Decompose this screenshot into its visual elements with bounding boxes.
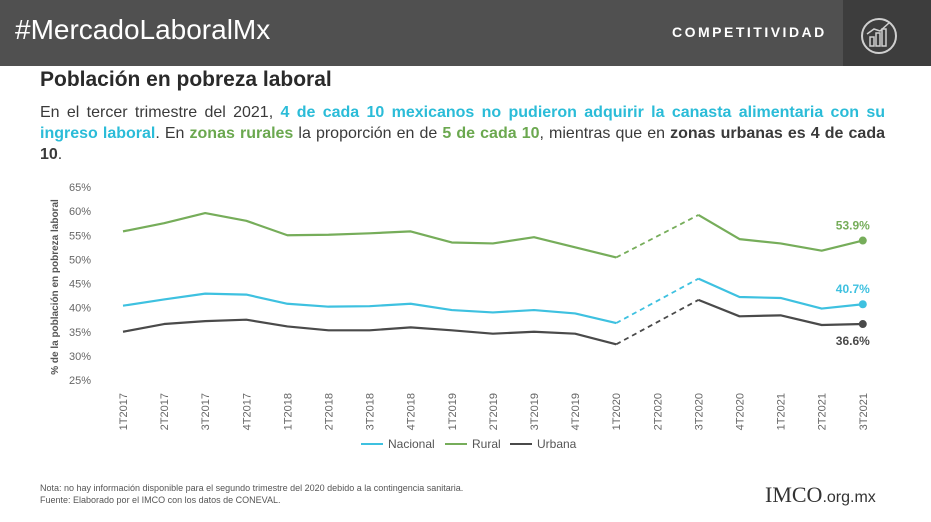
x-tick-label: 2T2020 — [652, 393, 664, 430]
x-tick-label: 1T2020 — [611, 393, 623, 430]
legend-label: Rural — [472, 437, 501, 451]
legend-label: Nacional — [388, 437, 435, 451]
y-tick-label: 60% — [69, 206, 91, 218]
x-tick-label: 2T2021 — [817, 393, 829, 430]
brand-domain: .org.mx — [822, 489, 876, 506]
x-tick-label: 3T2018 — [365, 393, 377, 430]
legend-item-rural: Rural — [445, 437, 501, 451]
y-tick-label: 65% — [69, 182, 91, 194]
line-chart: % de la población en pobreza laboral 25%… — [50, 182, 870, 430]
x-tick-label: 1T2019 — [447, 393, 459, 430]
x-tick-label: 2T2017 — [159, 393, 171, 430]
series-line-urbana — [122, 318, 617, 346]
growth-chart-icon — [861, 18, 897, 54]
chart-legend: Nacional Rural Urbana — [0, 437, 931, 457]
footnotes: Nota: no hay información disponible para… — [40, 482, 463, 506]
series-line-nacional — [122, 292, 617, 325]
x-tick-label: 4T2018 — [406, 393, 418, 430]
hashtag-title: #MercadoLaboralMx — [15, 14, 271, 45]
intro-highlight-national: 4 de cada 10 mexicanos no pudieron adqui… — [40, 104, 885, 142]
x-tick-label: 3T2019 — [529, 393, 541, 430]
series-endpoint-urbana — [858, 320, 867, 329]
brand-name: IMCO — [765, 482, 823, 507]
x-tick-label: 4T2019 — [570, 393, 582, 430]
y-tick-label: 35% — [69, 327, 91, 339]
note-line: Nota: no hay información disponible para… — [40, 483, 464, 493]
y-axis-label: % de la población en pobreza laboral — [50, 199, 61, 375]
intro-text: En el tercer trimestre del 2021, — [40, 104, 281, 121]
y-tick-label: 50% — [69, 254, 91, 266]
x-tick-label: 2T2018 — [324, 393, 336, 430]
legend-swatch — [445, 443, 467, 445]
source-line: Fuente: Elaborado por el IMCO con los da… — [40, 495, 281, 505]
intro-text: . — [57, 146, 63, 163]
header-bar: #MercadoLaboralMx COMPETITIVIDAD — [0, 0, 931, 66]
series-endpoint-rural — [858, 236, 867, 245]
legend-item-urbana: Urbana — [510, 437, 576, 451]
intro-paragraph: En el tercer trimestre del 2021, 4 de ca… — [40, 102, 885, 165]
series-line-nacional — [697, 277, 863, 310]
y-tick-label: 25% — [69, 375, 91, 387]
legend-swatch — [510, 443, 532, 445]
y-tick-label: 55% — [69, 230, 91, 242]
intro-highlight-rural: zonas rurales — [189, 125, 294, 142]
y-tick-label: 45% — [69, 279, 91, 291]
section-logo — [843, 0, 931, 66]
x-tick-label: 1T2021 — [776, 393, 788, 430]
x-tick-label: 3T2021 — [858, 393, 870, 430]
series-line-urbana — [697, 298, 863, 327]
x-tick-label: 3T2017 — [200, 393, 212, 430]
series-line-rural — [122, 211, 617, 259]
brand-logo: IMCO.org.mx — [765, 482, 876, 508]
x-tick-label: 1T2017 — [118, 393, 130, 430]
x-tick-label: 3T2020 — [693, 393, 705, 430]
legend-swatch — [361, 443, 383, 445]
x-tick-label: 1T2018 — [282, 393, 294, 430]
intro-text: , mientras que en — [539, 125, 671, 142]
legend-label: Urbana — [537, 437, 577, 451]
section-label: COMPETITIVIDAD — [672, 24, 827, 40]
series-end-label-urbana: 36.6% — [836, 334, 870, 348]
x-tick-label: 2T2019 — [488, 393, 500, 430]
y-tick-label: 30% — [69, 351, 91, 363]
series-line-rural — [697, 214, 864, 252]
intro-text: la proporción en de — [293, 125, 443, 142]
intro-text: . En — [155, 125, 190, 142]
x-tick-label: 4T2017 — [241, 393, 253, 430]
legend-item-nacional: Nacional — [361, 437, 435, 451]
x-tick-label: 4T2020 — [735, 393, 747, 430]
page-title: Población en pobreza laboral — [40, 68, 332, 91]
series-end-label-rural: 53.9% — [836, 219, 870, 233]
intro-bold-urban: zonas urbanas es 4 de cada 10 — [40, 125, 885, 163]
series-end-label-nacional: 40.7% — [836, 282, 870, 296]
intro-highlight-rural-ratio: 5 de cada 10 — [442, 125, 540, 142]
series-gap-bridge-rural — [615, 214, 699, 259]
series-gap-bridge-urbana — [615, 299, 699, 346]
series-endpoint-nacional — [858, 300, 867, 309]
y-tick-label: 40% — [69, 303, 91, 315]
series-gap-bridge-nacional — [615, 277, 699, 324]
